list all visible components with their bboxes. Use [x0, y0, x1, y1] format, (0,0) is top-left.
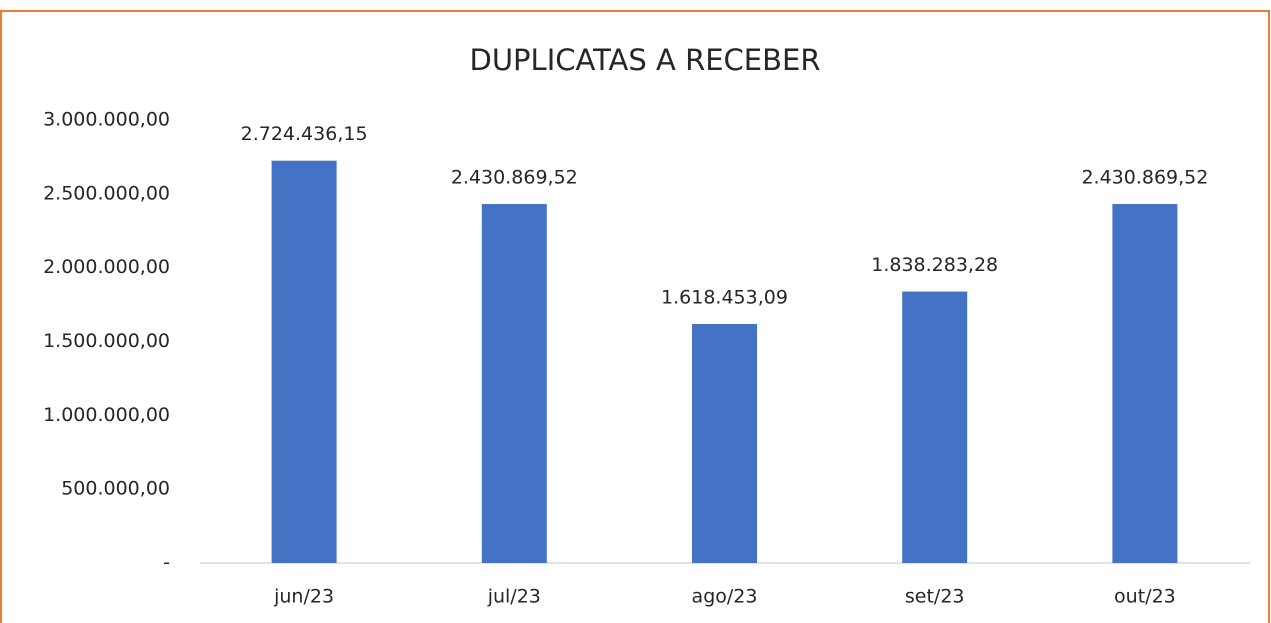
- bar: [902, 291, 968, 563]
- data-label: 2.724.436,15: [241, 123, 368, 145]
- data-label: 2.430.869,52: [1081, 167, 1208, 189]
- bar: [692, 324, 757, 563]
- x-tick-label: ago/23: [692, 586, 758, 608]
- y-tick-label: 500.000,00: [61, 478, 170, 500]
- bar: [271, 160, 337, 563]
- chart-border: [0, 10, 1270, 623]
- chart-title: DUPLICATAS A RECEBER: [470, 43, 821, 77]
- x-tick-label: set/23: [905, 586, 965, 608]
- x-tick-label: jul/23: [487, 586, 541, 608]
- x-tick-label: out/23: [1114, 586, 1176, 608]
- y-tick-label: 2.500.000,00: [43, 182, 170, 204]
- y-tick-label: 1.500.000,00: [43, 330, 170, 352]
- y-tick-label: 3.000.000,00: [43, 109, 170, 131]
- x-tick-label: jun/23: [273, 586, 334, 608]
- y-tick-label: 1.000.000,00: [43, 404, 170, 426]
- y-tick-label: -: [163, 552, 170, 574]
- data-label: 1.838.283,28: [871, 254, 998, 276]
- data-label: 1.618.453,09: [661, 287, 788, 309]
- bar: [481, 204, 547, 563]
- data-label: 2.430.869,52: [451, 167, 578, 189]
- bar: [1112, 204, 1178, 563]
- y-tick-label: 2.000.000,00: [43, 256, 170, 278]
